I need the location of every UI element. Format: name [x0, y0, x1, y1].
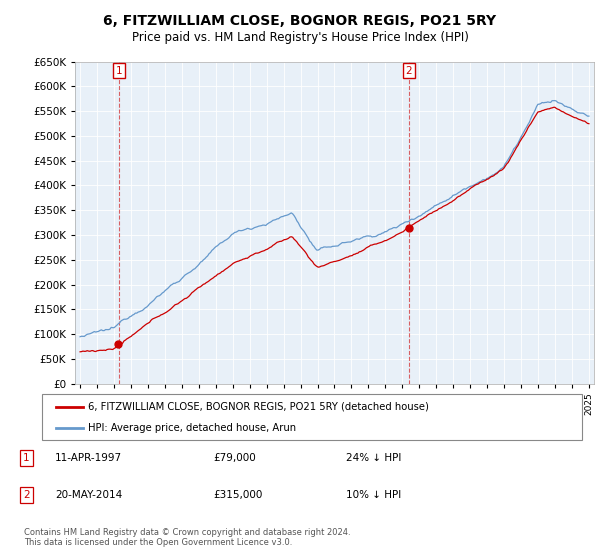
- Text: £315,000: £315,000: [214, 490, 263, 500]
- Text: 24% ↓ HPI: 24% ↓ HPI: [346, 453, 401, 463]
- Text: 11-APR-1997: 11-APR-1997: [55, 453, 122, 463]
- Text: 6, FITZWILLIAM CLOSE, BOGNOR REGIS, PO21 5RY (detached house): 6, FITZWILLIAM CLOSE, BOGNOR REGIS, PO21…: [88, 402, 429, 412]
- FancyBboxPatch shape: [42, 394, 582, 440]
- Text: 10% ↓ HPI: 10% ↓ HPI: [346, 490, 401, 500]
- Text: Contains HM Land Registry data © Crown copyright and database right 2024.
This d: Contains HM Land Registry data © Crown c…: [24, 528, 350, 547]
- Text: 1: 1: [23, 453, 30, 463]
- Text: 1: 1: [116, 66, 122, 76]
- Text: 6, FITZWILLIAM CLOSE, BOGNOR REGIS, PO21 5RY: 6, FITZWILLIAM CLOSE, BOGNOR REGIS, PO21…: [103, 14, 497, 28]
- Text: 2: 2: [406, 66, 412, 76]
- Text: 20-MAY-2014: 20-MAY-2014: [55, 490, 122, 500]
- Text: HPI: Average price, detached house, Arun: HPI: Average price, detached house, Arun: [88, 423, 296, 433]
- Text: 2: 2: [23, 490, 30, 500]
- Text: £79,000: £79,000: [214, 453, 256, 463]
- Text: Price paid vs. HM Land Registry's House Price Index (HPI): Price paid vs. HM Land Registry's House …: [131, 31, 469, 44]
